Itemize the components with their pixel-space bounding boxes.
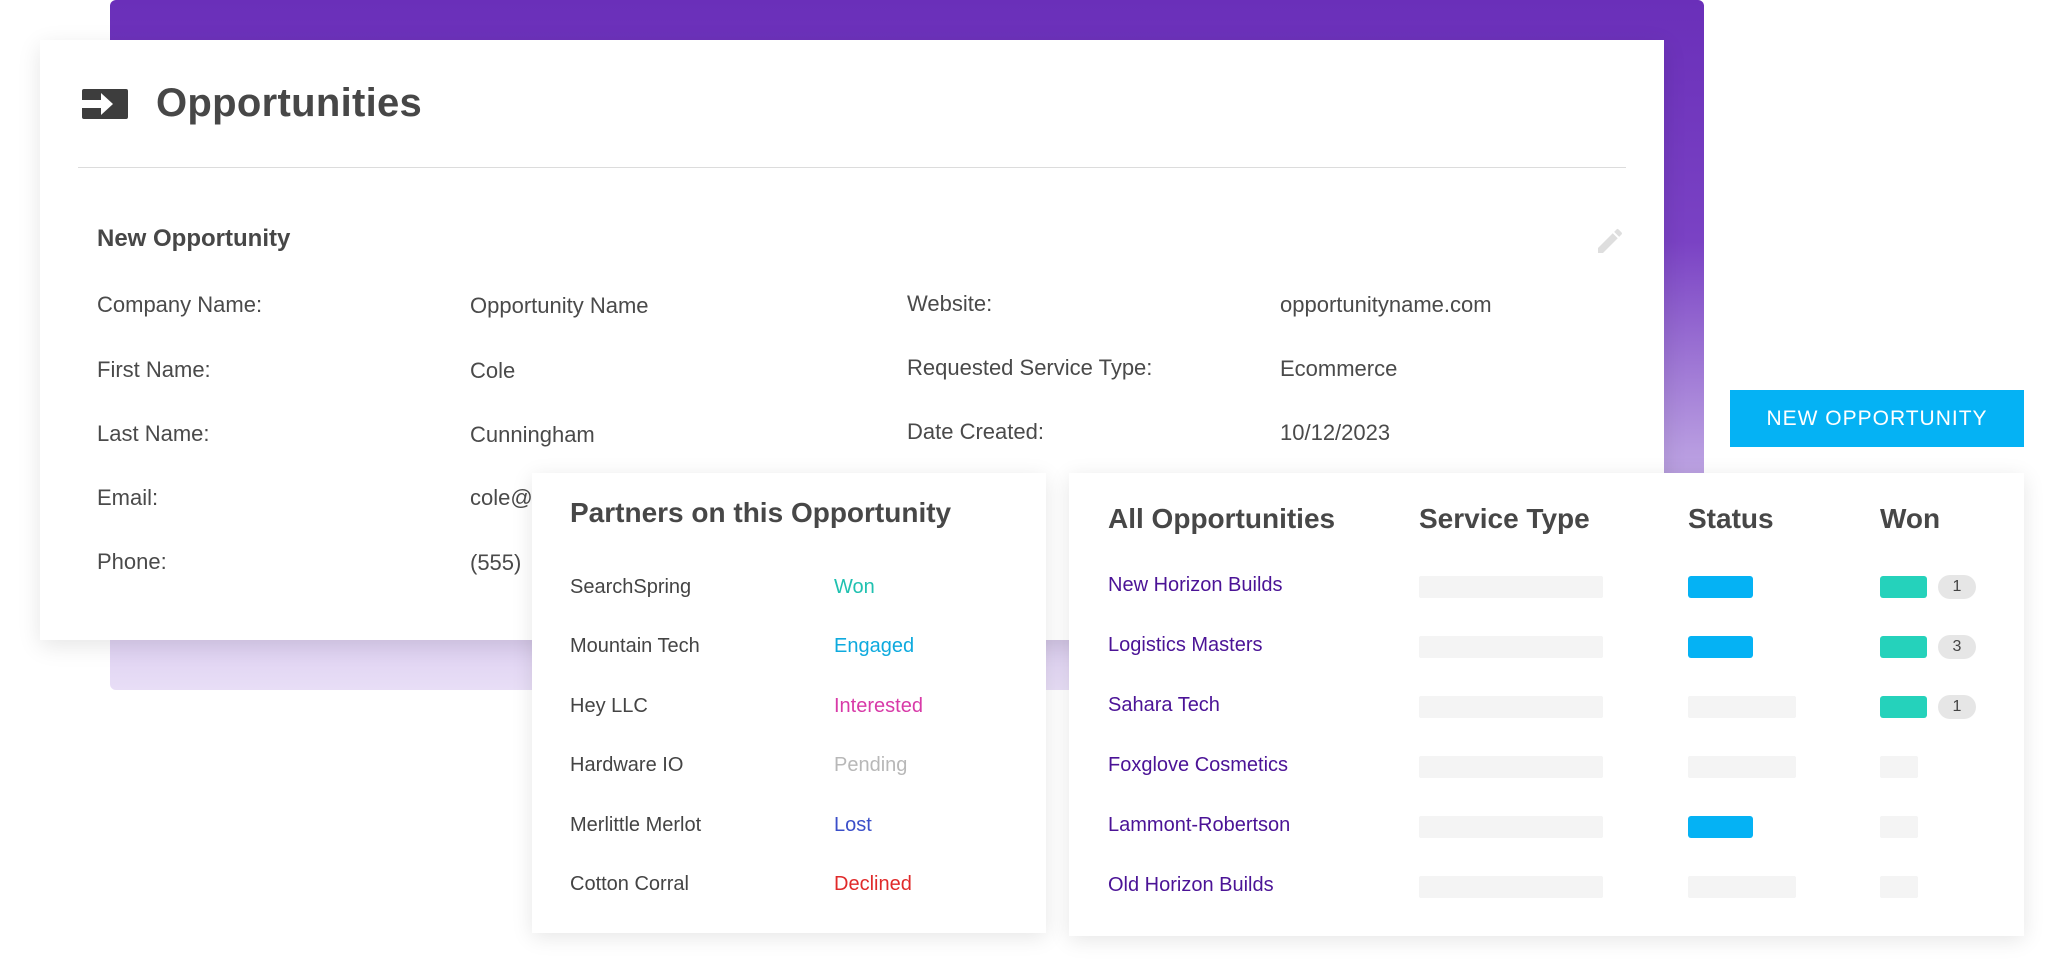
opportunity-link[interactable]: Sahara Tech [1108, 694, 1220, 716]
phone-label: Phone: [97, 549, 167, 574]
company-name-value: Opportunity Name [470, 293, 649, 318]
status-placeholder [1688, 876, 1796, 898]
service-type-value: Ecommerce [1280, 356, 1398, 381]
won-placeholder [1880, 756, 1918, 778]
service-type-placeholder [1419, 576, 1603, 598]
opportunity-link[interactable]: Old Horizon Builds [1108, 874, 1274, 896]
won-bar [1880, 636, 1927, 658]
pencil-edit-icon[interactable] [1594, 225, 1626, 257]
email-value: cole@ [470, 485, 533, 510]
last-name-label: Last Name: [97, 421, 210, 446]
service-type-label: Requested Service Type: [907, 355, 1153, 380]
won-count-badge: 3 [1938, 635, 1976, 659]
date-created-value: 10/12/2023 [1280, 420, 1391, 445]
status-bar [1688, 636, 1753, 658]
partner-name: Hardware IO [570, 754, 684, 776]
partner-name: Hey LLC [570, 695, 648, 717]
partner-status: Lost [834, 814, 872, 836]
new-opportunity-button[interactable]: NEW OPPORTUNITY [1730, 390, 2024, 447]
service-type-placeholder [1419, 696, 1603, 718]
won-count-badge: 1 [1938, 695, 1976, 719]
service-type-placeholder [1419, 816, 1603, 838]
won-bar [1880, 576, 1927, 598]
won-bar [1880, 696, 1927, 718]
last-name-value: Cunningham [470, 422, 595, 447]
status-bar [1688, 576, 1753, 598]
col-header-won: Won [1880, 503, 1941, 534]
partner-status: Declined [834, 873, 912, 895]
opportunity-link[interactable]: Lammont-Robertson [1108, 814, 1291, 836]
company-name-label: Company Name: [97, 292, 263, 317]
opportunity-link[interactable]: Foxglove Cosmetics [1108, 754, 1289, 776]
won-count-badge: 1 [1938, 575, 1976, 599]
website-label: Website: [907, 291, 993, 316]
opportunity-link[interactable]: New Horizon Builds [1108, 574, 1283, 596]
partner-name: Cotton Corral [570, 873, 689, 895]
partners-panel: Partners on this Opportunity SearchSprin… [532, 473, 1046, 933]
status-bar [1688, 816, 1753, 838]
col-header-status: Status [1688, 503, 1774, 534]
partner-name: SearchSpring [570, 576, 692, 598]
won-placeholder [1880, 816, 1918, 838]
col-header-service-type: Service Type [1419, 503, 1590, 534]
arrow-into-box-icon [82, 88, 128, 119]
partner-status: Won [834, 576, 875, 598]
all-opportunities-panel: All Opportunities Service Type Status Wo… [1069, 473, 2024, 936]
website-value: opportunityname.com [1280, 292, 1492, 317]
email-label: Email: [97, 485, 159, 510]
service-type-placeholder [1419, 756, 1603, 778]
partner-name: Merlittle Merlot [570, 814, 702, 836]
partner-status: Pending [834, 754, 908, 776]
partner-status: Engaged [834, 635, 915, 657]
page-title: Opportunities [156, 81, 423, 125]
date-created-label: Date Created: [907, 419, 1044, 444]
service-type-placeholder [1419, 876, 1603, 898]
service-type-placeholder [1419, 636, 1603, 658]
col-header-all-opportunities: All Opportunities [1108, 503, 1336, 534]
partner-status: Interested [834, 695, 923, 717]
partners-title: Partners on this Opportunity [570, 497, 952, 528]
first-name-value: Cole [470, 358, 516, 383]
opportunity-link[interactable]: Logistics Masters [1108, 634, 1263, 656]
phone-value: (555) [470, 550, 522, 575]
won-placeholder [1880, 876, 1918, 898]
first-name-label: First Name: [97, 357, 211, 382]
partner-name: Mountain Tech [570, 635, 700, 657]
status-placeholder [1688, 696, 1796, 718]
section-title: New Opportunity [97, 225, 291, 252]
status-placeholder [1688, 756, 1796, 778]
card-header: Opportunities [78, 40, 1626, 168]
